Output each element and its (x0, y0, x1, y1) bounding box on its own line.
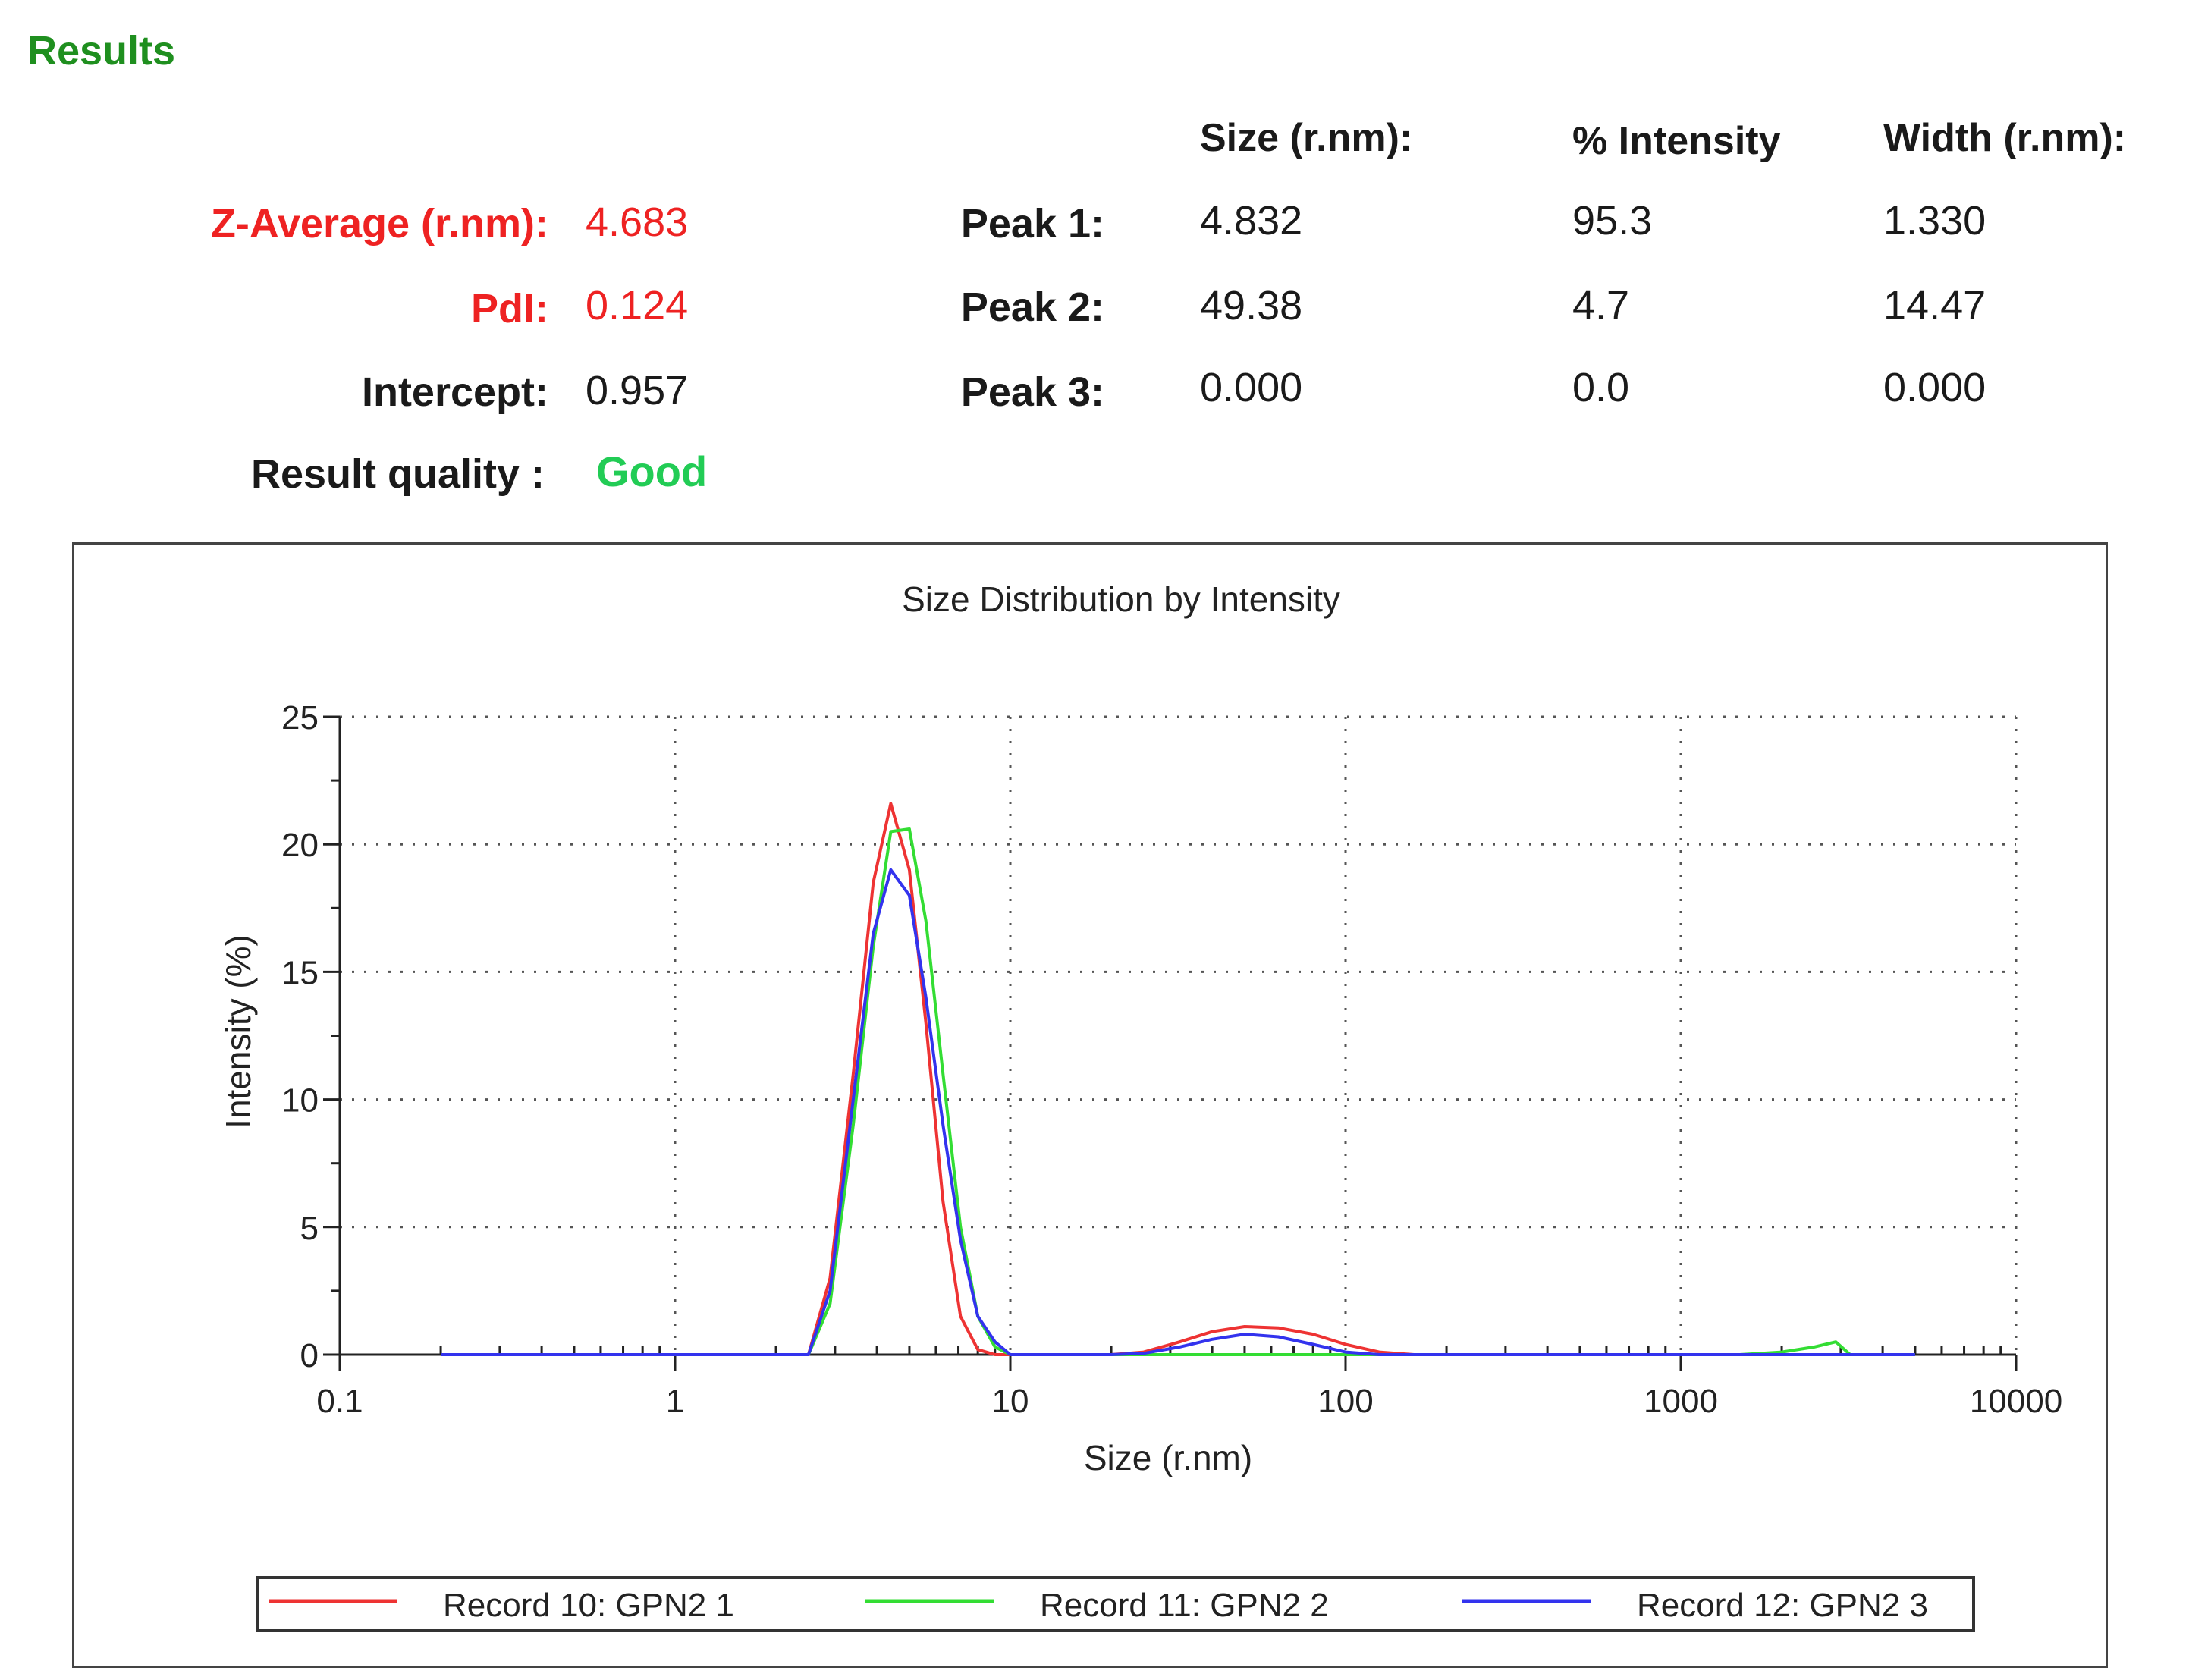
x-tick-label: 100 (1317, 1383, 1373, 1420)
y-tick-label: 25 (281, 699, 319, 736)
peak-3-label: Peak 3: (960, 369, 1104, 415)
series-line-1 (441, 802, 1915, 1356)
width-column-header: Width (r.nm): (1883, 116, 2127, 160)
peak-1-label: Peak 1: (960, 201, 1104, 247)
grid-lines (340, 715, 2018, 1355)
legend-label-1: Record 10: GPN2 1 (443, 1587, 734, 1624)
result-quality-label: Result quality : (250, 451, 545, 497)
size-column-header: Size (r.nm): (1200, 116, 1413, 160)
x-tick-label: 0.1 (316, 1383, 363, 1420)
x-tick-label: 1000 (1644, 1383, 1718, 1420)
peak-2-intensity: 4.7 (1572, 283, 1630, 328)
y-tick-label: 20 (281, 827, 319, 864)
results-heading: Results (27, 28, 176, 74)
peak-2-label: Peak 2: (960, 284, 1104, 330)
peak-3-intensity: 0.0 (1572, 365, 1630, 410)
z-average-label: Z-Average (r.nm): (210, 201, 548, 247)
peak-1-intensity: 95.3 (1572, 198, 1653, 243)
y-tick-label: 10 (281, 1082, 319, 1119)
y-tick-label: 15 (281, 954, 319, 991)
peak-3-size: 0.000 (1200, 365, 1303, 410)
x-tick-label: 10 (992, 1383, 1029, 1420)
pdi-value: 0.124 (586, 283, 689, 328)
peak-1-width: 1.330 (1883, 198, 1986, 243)
x-tick-label: 10000 (1970, 1383, 2062, 1420)
y-tick-label: 0 (300, 1337, 319, 1374)
x-axis-label: Size (r.nm) (1084, 1438, 1252, 1477)
peak-2-size: 49.38 (1200, 283, 1303, 328)
result-quality-value: Good (596, 447, 708, 495)
size-distribution-chart: Size Distribution by Intensity 0 5 10 15 20 2… (218, 579, 2062, 1632)
legend-label-3: Record 12: GPN2 3 (1637, 1587, 1928, 1624)
pdi-label: PdI: (471, 286, 548, 331)
y-tick-label: 5 (300, 1210, 319, 1247)
legend: Record 10: GPN2 1 Record 11: GPN2 2 Record… (256, 1576, 1975, 1632)
series-line-3 (441, 868, 1915, 1356)
peak-1-size: 4.832 (1200, 198, 1303, 243)
peak-3-width: 0.000 (1883, 365, 1986, 410)
y-axis-label: Intensity (%) (218, 934, 258, 1129)
z-average-value: 4.683 (586, 199, 689, 245)
legend-box (256, 1576, 1975, 1632)
chart-frame: Size Distribution by Intensity 0 5 10 15 20 2… (72, 542, 2108, 1668)
series-lines (441, 802, 1915, 1356)
x-tick-label: 1 (666, 1383, 684, 1420)
axes: 0 5 10 15 20 25 0.1 1 10 100 1000 10000 (281, 699, 2062, 1420)
intercept-label: Intercept: (361, 369, 548, 415)
chart-title: Size Distribution by Intensity (902, 579, 1340, 619)
series-line-2 (441, 827, 1915, 1356)
intercept-value: 0.957 (586, 368, 689, 413)
legend-label-2: Record 11: GPN2 2 (1040, 1587, 1329, 1624)
intensity-column-header: % Intensity (1572, 119, 1781, 163)
peak-2-width: 14.47 (1883, 283, 1986, 328)
